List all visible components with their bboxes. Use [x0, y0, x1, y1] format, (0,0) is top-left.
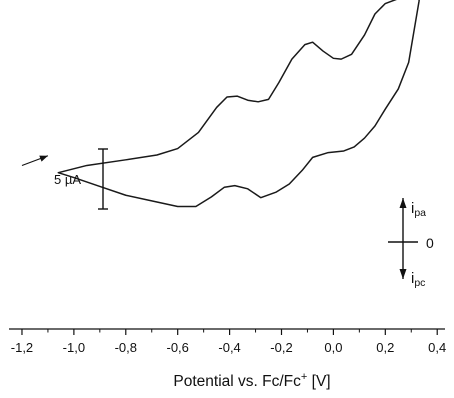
x-axis-label: Potential vs. Fc/Fc+ [V] [173, 371, 330, 390]
x-tick-label: 0,2 [376, 340, 394, 355]
cathodic-peak-label: ipc [411, 270, 425, 289]
x-axis-ticks: -1,2 -1,0 -0,8 -0,6 -0,4 -0,2 0,0 0,2 0,4 [11, 329, 446, 355]
plot-layer [57, 0, 420, 208]
scale-bar: 5 µA [54, 148, 108, 210]
sweep-direction-arrow [21, 155, 49, 166]
x-tick-label: -0,8 [115, 340, 137, 355]
voltammogram-curve-1 [57, 0, 420, 208]
x-tick-label: 0,0 [324, 340, 342, 355]
x-tick-label: -1,2 [11, 340, 33, 355]
x-tick-label: -0,6 [166, 340, 188, 355]
current-axis-indicator: 0 ipa ipc [388, 198, 434, 289]
x-tick-label: -0,4 [218, 340, 240, 355]
scale-bar-label: 5 µA [54, 172, 81, 187]
x-tick-label: -0,2 [270, 340, 292, 355]
x-tick-label: -1,0 [63, 340, 85, 355]
x-tick-label: 0,4 [428, 340, 446, 355]
anodic-peak-label: ipa [411, 200, 426, 219]
zero-current-label: 0 [426, 235, 434, 251]
